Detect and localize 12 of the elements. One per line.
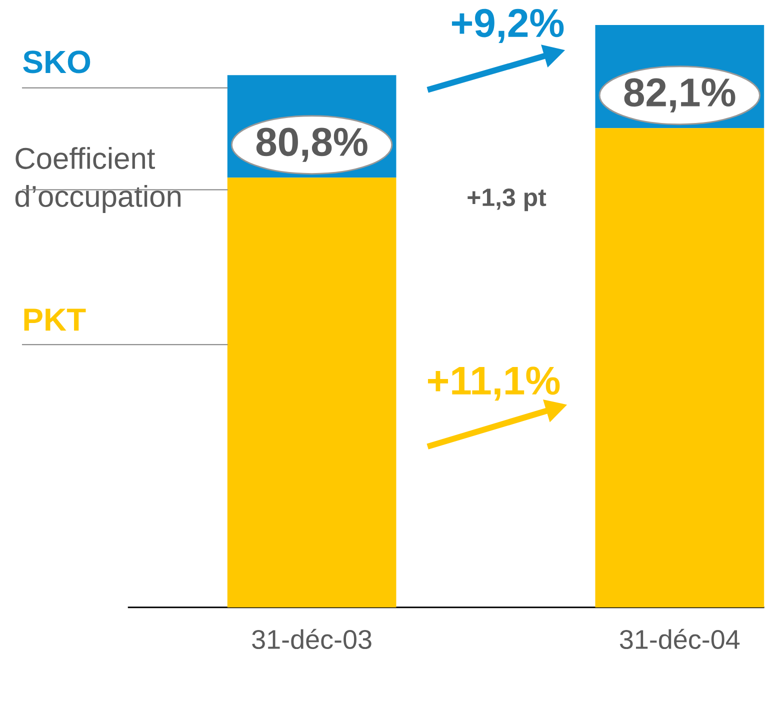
text: SKO: [23, 50, 90, 74]
bar: [595, 128, 764, 608]
annotation: Coefficient d’occupation: [15, 146, 181, 213]
bar: [227, 177, 396, 608]
annotation: +11,1%: [428, 366, 560, 400]
annotation: +1,3 pt: [468, 188, 546, 211]
annotation: 80,8%: [256, 128, 368, 162]
text: PKT: [24, 308, 86, 331]
annotation: 82,1%: [624, 78, 736, 112]
x-tick-label: 31-déc-04: [620, 628, 740, 649]
x-tick-label: 31-déc-03: [252, 628, 372, 649]
annotation: +9,2%: [452, 8, 564, 43]
